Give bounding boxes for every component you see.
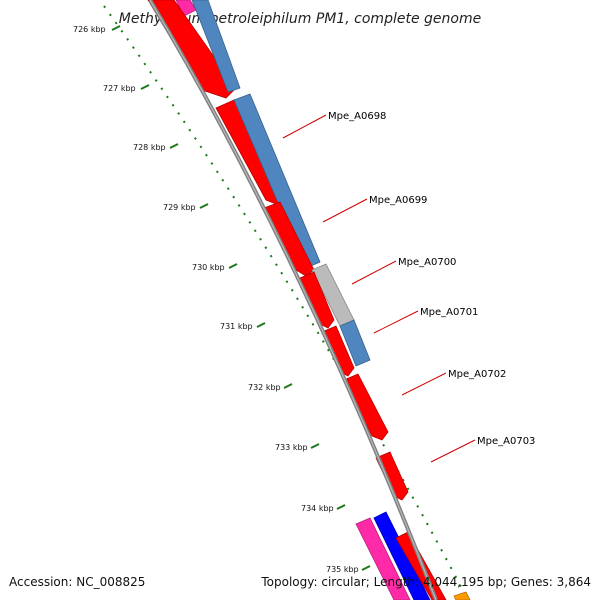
tick-label-730: 730 kbp <box>192 263 225 272</box>
tick-label-728: 728 kbp <box>133 143 166 152</box>
gene-label-a0700[interactable]: Mpe_A0700 <box>398 257 456 268</box>
gene-label-a0701[interactable]: Mpe_A0701 <box>420 307 478 318</box>
tick-mark-729 <box>199 203 209 209</box>
gene-label-leader-a0702 <box>401 372 447 396</box>
genome-backbone <box>148 0 438 600</box>
gene-label-a0702[interactable]: Mpe_A0702 <box>448 369 506 380</box>
tick-mark-730 <box>228 263 238 269</box>
backbone-line <box>148 0 438 600</box>
tick-track-dots <box>103 5 469 600</box>
blue-cds-top[interactable] <box>191 0 241 93</box>
gene-labels: Mpe_A0698 Mpe_A0699 Mpe_A0700 Mpe_A0701 … <box>282 111 535 463</box>
tick-label-729: 729 kbp <box>163 203 196 212</box>
genome-summary-text: Topology: circular; Length: 4,044,195 bp… <box>260 575 591 589</box>
accession-text: Accession: NC_008825 <box>9 575 145 589</box>
gene-label-a0703[interactable]: Mpe_A0703 <box>477 436 535 447</box>
tick-mark-733 <box>310 443 320 449</box>
tick-label-731: 731 kbp <box>220 322 253 331</box>
tick-mark-735 <box>361 565 371 571</box>
gene-label-leader-a0698 <box>282 114 327 139</box>
gene-features <box>147 0 471 600</box>
kbp-tick-track <box>103 5 469 600</box>
tick-label-726: 726 kbp <box>73 25 106 34</box>
blue-feature-bottom[interactable] <box>373 511 431 600</box>
red-cds-a0702[interactable] <box>343 373 389 441</box>
blue-cds-a0701[interactable] <box>339 319 371 367</box>
gene-label-leader-a0703 <box>430 439 476 463</box>
tick-label-732: 732 kbp <box>248 383 281 392</box>
orange-feature-bottom[interactable] <box>453 591 471 600</box>
tick-mark-726 <box>111 25 121 31</box>
gene-label-leader-a0700 <box>351 260 397 285</box>
kbp-tick-labels: 726 kbp 727 kbp 728 kbp 729 kbp 730 kbp … <box>73 25 359 574</box>
tick-label-733: 733 kbp <box>275 443 308 452</box>
tick-mark-734 <box>336 504 346 510</box>
tick-mark-731 <box>256 322 266 328</box>
tick-label-735: 735 kbp <box>326 565 359 574</box>
blue-cds-a0698[interactable] <box>233 93 321 269</box>
gene-label-a0698[interactable]: Mpe_A0698 <box>328 111 386 122</box>
pink-feature-bottom[interactable] <box>355 517 411 600</box>
tick-label-727: 727 kbp <box>103 84 136 93</box>
gene-label-a0699[interactable]: Mpe_A0699 <box>369 195 427 206</box>
gene-label-leader-a0699 <box>322 198 368 223</box>
tick-mark-732 <box>283 383 293 389</box>
tick-mark-727 <box>140 84 150 90</box>
gene-label-leader-a0701 <box>373 310 419 334</box>
tick-mark-728 <box>169 143 179 149</box>
tick-label-734: 734 kbp <box>301 504 334 513</box>
backbone-highlight <box>149 0 437 600</box>
